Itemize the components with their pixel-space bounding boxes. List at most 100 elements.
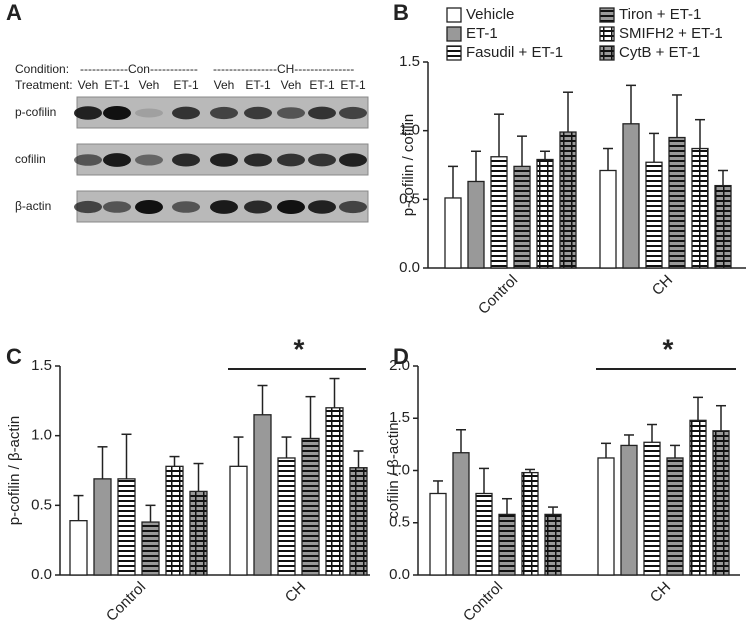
band (210, 106, 238, 120)
lane-label: ET-1 (245, 78, 271, 92)
y-tick-label: 0.5 (389, 514, 410, 531)
bar (141, 521, 160, 576)
bar (490, 156, 508, 269)
bar (69, 520, 88, 576)
significance-mark: * (294, 333, 305, 364)
bar (666, 457, 684, 576)
band (103, 106, 131, 120)
row-label: β-actin (15, 199, 51, 213)
band (277, 153, 305, 167)
band (339, 153, 367, 167)
band (103, 201, 131, 213)
band (308, 200, 336, 214)
legend-label: CytB + ET-1 (619, 44, 700, 61)
band (244, 106, 272, 120)
bar (622, 123, 640, 269)
band (308, 106, 336, 120)
legend-swatch (446, 45, 462, 61)
bar (513, 165, 531, 269)
bar (325, 407, 344, 576)
x-tick-label: CH (649, 272, 676, 299)
bar (444, 197, 462, 269)
band (74, 106, 102, 120)
bar (599, 169, 617, 269)
legend-label: SMIFH2 + ET-1 (619, 25, 723, 42)
panel-letter: C (6, 344, 22, 369)
lane-label: Veh (139, 78, 160, 92)
y-tick-label: 2.0 (389, 357, 410, 374)
lane-label: ET-1 (104, 78, 130, 92)
x-tick-label: CH (647, 579, 674, 606)
bar (229, 465, 248, 576)
y-tick-label: 1.5 (389, 409, 410, 426)
band (172, 153, 200, 167)
lane-label: ET-1 (340, 78, 366, 92)
y-tick-label: 0.0 (389, 566, 410, 583)
x-tick-label: Control (103, 579, 149, 625)
panel-letter: B (393, 0, 409, 25)
y-axis-label: p-cofilin / cofilin (400, 114, 417, 217)
bar (689, 419, 707, 576)
x-tick-label: CH (282, 579, 309, 606)
y-tick-label: 0.0 (31, 566, 52, 583)
condition: ------------Con------------ (80, 62, 198, 76)
band (210, 200, 238, 214)
condition-label: Condition: (15, 62, 69, 76)
band (135, 108, 163, 118)
bar (712, 430, 730, 576)
band (277, 107, 305, 119)
bar (93, 478, 112, 576)
legend-swatch (599, 45, 615, 61)
band (210, 153, 238, 167)
row-label: cofilin (15, 152, 46, 166)
legend-label: Vehicle (466, 6, 514, 23)
bar (620, 444, 638, 576)
legend-swatch (599, 7, 615, 23)
y-tick-label: 0.0 (399, 259, 420, 276)
bar (429, 492, 447, 576)
row-label: p-cofilin (15, 105, 56, 119)
legend-swatch (446, 26, 462, 42)
bar (536, 158, 554, 269)
bar (544, 513, 562, 576)
condition: ----------------CH--------------- (213, 62, 354, 76)
bar (645, 161, 663, 269)
bar (475, 492, 493, 576)
lane-label: ET-1 (309, 78, 335, 92)
lane-label: Veh (214, 78, 235, 92)
treatment-label: Treatment: (15, 78, 73, 92)
bar (559, 131, 577, 269)
legend-label: Fasudil + ET-1 (466, 44, 563, 61)
band (244, 153, 272, 167)
legend-label: Tiron + ET-1 (619, 6, 701, 23)
legend-swatch (446, 7, 462, 23)
y-tick-label: 1.0 (399, 122, 420, 139)
band (339, 106, 367, 120)
significance-mark: * (663, 333, 674, 364)
x-tick-label: Control (475, 272, 521, 318)
bar (668, 136, 686, 269)
bar (349, 467, 368, 576)
band (339, 200, 367, 214)
bar (498, 513, 516, 576)
bar (714, 184, 732, 269)
band (135, 154, 163, 166)
y-axis-label: p-cofilin / β-actin (6, 416, 23, 526)
band (172, 201, 200, 213)
bar (189, 490, 208, 576)
panel-letter: D (393, 344, 409, 369)
band (74, 154, 102, 166)
bar (165, 465, 184, 576)
bar (301, 437, 320, 576)
bar (253, 414, 272, 576)
bar (467, 180, 485, 269)
y-tick-label: 0.5 (399, 190, 420, 207)
lane-label: Veh (78, 78, 99, 92)
band (277, 200, 305, 214)
bar (277, 457, 296, 576)
legend-swatch (599, 26, 615, 42)
y-tick-label: 1.0 (389, 461, 410, 478)
band (103, 153, 131, 167)
band (308, 153, 336, 167)
panel-letter: A (6, 0, 22, 25)
